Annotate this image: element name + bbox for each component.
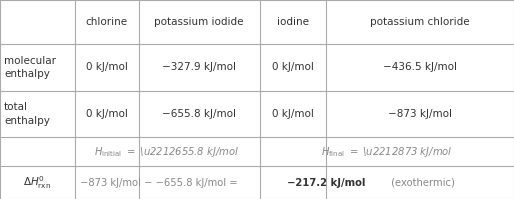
Text: −217.2 kJ/mol: −217.2 kJ/mol: [287, 178, 365, 188]
Text: 0 kJ/mol: 0 kJ/mol: [86, 109, 127, 119]
Text: −873 kJ/mol − −655.8 kJ/mol =: −873 kJ/mol − −655.8 kJ/mol =: [80, 178, 241, 188]
Text: total
enthalpy: total enthalpy: [4, 102, 50, 126]
Text: molecular
enthalpy: molecular enthalpy: [4, 56, 56, 79]
Text: $H_{\rm final}$ $=$ \u2212873 kJ/mol: $H_{\rm final}$ $=$ \u2212873 kJ/mol: [321, 145, 453, 159]
Text: $H_{\rm initial}$ $=$ \u2212655.8 kJ/mol: $H_{\rm initial}$ $=$ \u2212655.8 kJ/mol: [95, 145, 240, 159]
Text: iodine: iodine: [277, 17, 309, 27]
Text: potassium iodide: potassium iodide: [154, 17, 244, 27]
Text: −655.8 kJ/mol: −655.8 kJ/mol: [162, 109, 236, 119]
Text: potassium chloride: potassium chloride: [371, 17, 470, 27]
Text: 0 kJ/mol: 0 kJ/mol: [272, 109, 314, 119]
Text: $\Delta H^0_{\rm rxn}$: $\Delta H^0_{\rm rxn}$: [23, 174, 51, 191]
Text: −436.5 kJ/mol: −436.5 kJ/mol: [383, 62, 457, 72]
Text: −873 kJ/mol: −873 kJ/mol: [388, 109, 452, 119]
Text: chlorine: chlorine: [86, 17, 127, 27]
Text: (exothermic): (exothermic): [388, 178, 455, 188]
Text: −327.9 kJ/mol: −327.9 kJ/mol: [162, 62, 236, 72]
Text: 0 kJ/mol: 0 kJ/mol: [86, 62, 127, 72]
Text: 0 kJ/mol: 0 kJ/mol: [272, 62, 314, 72]
